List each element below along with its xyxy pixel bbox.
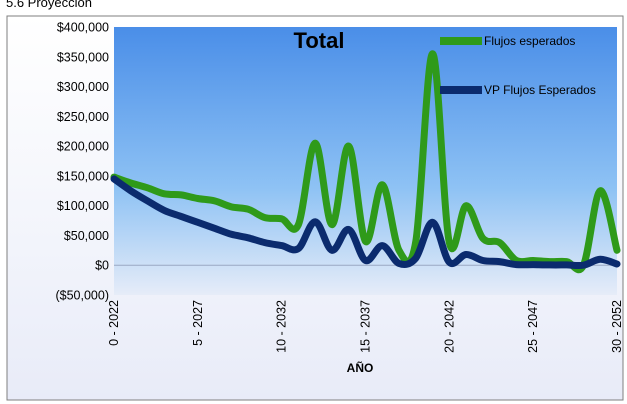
series-line-vp (110, 175, 621, 270)
legend-label-flujos: Flujos esperados (484, 34, 575, 48)
chart-title: Total (294, 28, 345, 53)
section-caption: 5.6 Proyección (6, 0, 92, 10)
series-line-flujos (110, 50, 621, 274)
y-tick-label: $400,000 (57, 21, 109, 35)
x-tick-label: 15 - 2037 (359, 300, 373, 353)
x-tick-label: 5 - 2027 (191, 300, 205, 346)
y-tick-label: $150,000 (57, 169, 109, 183)
x-tick-label: 20 - 2042 (442, 300, 456, 353)
x-tick-label: 10 - 2032 (275, 300, 289, 353)
series-lines (110, 50, 621, 274)
y-tick-label: $200,000 (57, 140, 109, 154)
y-tick-label: ($50,000) (55, 289, 109, 303)
x-axis-ticks: 0 - 2022 5 - 2027 10 - 2032 15 - 2037 20 - 2… (107, 300, 624, 353)
y-tick-label: $350,000 (57, 50, 109, 64)
y-tick-label: $0 (95, 259, 109, 273)
x-tick-label: 30 - 2052 (610, 300, 624, 353)
legend: Flujos esperados VP Flujos Esperados (440, 34, 596, 97)
x-tick-label: 0 - 2022 (107, 300, 121, 346)
y-axis-ticks: $400,000 $350,000 $300,000 $250,000 $200,000… (55, 21, 109, 303)
y-tick-label: $300,000 (57, 80, 109, 94)
y-tick-label: $50,000 (64, 229, 109, 243)
plot-area (114, 27, 617, 295)
y-tick-label: $100,000 (57, 199, 109, 213)
legend-label-vp: VP Flujos Esperados (484, 83, 596, 97)
x-axis-label: AÑO (347, 360, 374, 375)
y-tick-label: $250,000 (57, 110, 109, 124)
x-tick-label: 25 - 2047 (526, 300, 540, 353)
